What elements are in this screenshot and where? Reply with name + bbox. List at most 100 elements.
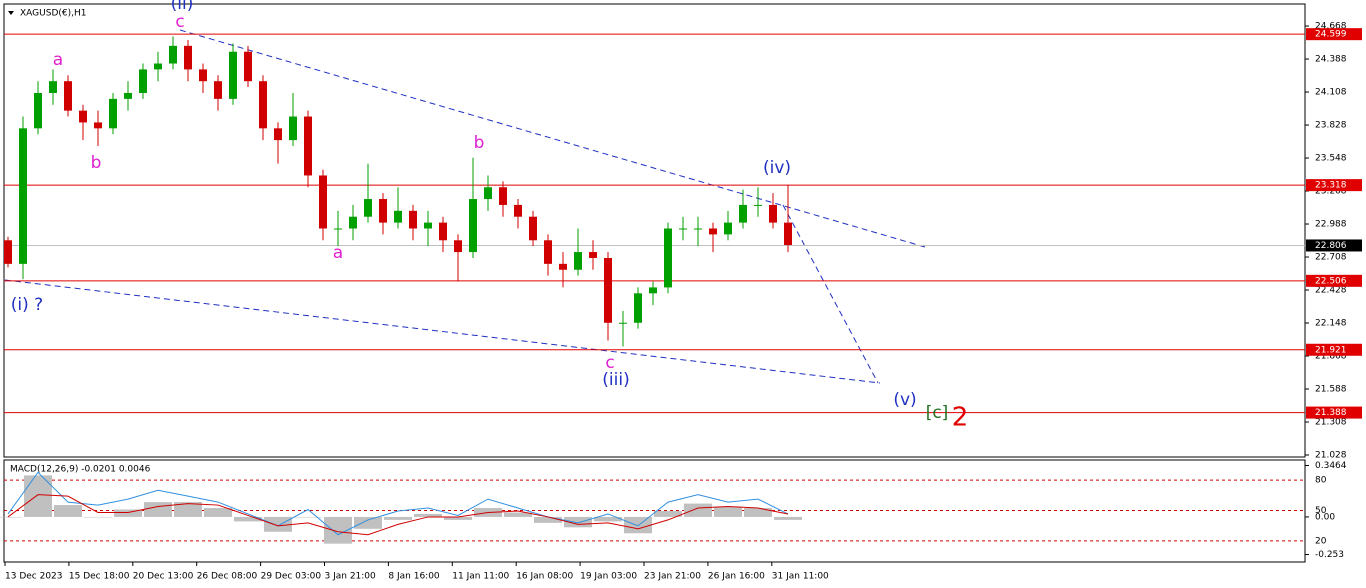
candle-body: [274, 128, 282, 141]
candle-body: [259, 81, 267, 129]
candle-body: [724, 222, 732, 235]
macd-histogram: [354, 516, 382, 529]
candle-body: [304, 116, 312, 176]
x-tick-label: 20 Dec 13:00: [133, 572, 194, 582]
level-label: 22.506: [1315, 276, 1347, 286]
candle-body: [124, 92, 132, 99]
candle-body: [4, 240, 12, 264]
x-tick-label: 19 Jan 03:00: [580, 572, 637, 582]
candle-body: [544, 240, 552, 264]
level-box: [1306, 343, 1362, 356]
candle-body: [424, 222, 432, 229]
candle-body: [514, 204, 522, 217]
wave-label: (v): [893, 390, 916, 410]
level-box: [1306, 406, 1362, 419]
candle-body: [619, 322, 627, 324]
wave-label: a: [53, 50, 63, 70]
macd-title: MACD(12,26,9) -0.0201 0.0046: [10, 465, 151, 475]
macd-histogram: [294, 516, 322, 518]
y-tick-label: 21.308: [1315, 417, 1347, 427]
candle-body: [94, 122, 102, 129]
menu-arrow: [8, 11, 14, 15]
candle-body: [769, 204, 777, 223]
projection-line: [782, 204, 879, 384]
level-label: 24.599: [1315, 30, 1347, 40]
candle-body: [694, 228, 702, 230]
candle-body: [334, 228, 342, 230]
candle-body: [649, 287, 657, 294]
level-box: [1306, 274, 1362, 287]
wave-label: (iv): [763, 158, 791, 178]
macd-level-label: 50: [1315, 506, 1327, 516]
y-tick-label: 21.028: [1315, 450, 1347, 460]
candle-body: [409, 210, 417, 229]
wave-label: (ii): [171, 0, 194, 14]
x-tick-label: 29 Dec 03:00: [261, 572, 322, 582]
macd-histogram: [714, 506, 742, 517]
candle-body: [244, 51, 252, 82]
candle-body: [229, 51, 237, 99]
candle-body: [529, 216, 537, 241]
candle-body: [34, 92, 42, 129]
signal-line: [7, 494, 789, 536]
y-tick-label: 21.588: [1315, 385, 1347, 395]
candle-body: [139, 69, 147, 93]
candle-body: [454, 240, 462, 253]
macd-histogram: [504, 512, 532, 517]
y-tick-label: 22.708: [1315, 253, 1347, 263]
macd-histogram: [624, 516, 652, 534]
candle-body: [49, 81, 57, 93]
y-tick-label: 24.388: [1315, 55, 1347, 65]
candle-body: [19, 128, 27, 264]
y-tick-label: 21.868: [1315, 352, 1347, 362]
macd-histogram: [654, 511, 682, 517]
x-tick-label: 3 Jan 21:00: [325, 572, 377, 582]
macd-histogram: [384, 516, 412, 520]
current-price-box: [1306, 239, 1362, 252]
macd-histogram: [174, 502, 202, 517]
macd-histogram: [114, 509, 142, 517]
macd-histogram: [234, 516, 262, 522]
wave-label: 2: [952, 403, 969, 433]
candle-body: [169, 45, 177, 64]
y-tick-label: 23.548: [1315, 154, 1347, 164]
macd-histogram: [84, 516, 112, 518]
candle-body: [439, 222, 447, 241]
macd-line: [7, 471, 789, 536]
symbol-title: XAGUSD(€),H1: [20, 9, 86, 19]
y-tick-label: 22.148: [1315, 319, 1347, 329]
y-tick-label: 23.828: [1315, 121, 1347, 131]
candle-body: [664, 228, 672, 288]
level-label: 21.921: [1315, 345, 1347, 355]
x-tick-label: 15 Dec 18:00: [69, 572, 130, 582]
macd-histogram: [594, 516, 622, 522]
candle-body: [469, 199, 477, 253]
wave-label: b: [91, 153, 102, 173]
candle-body: [634, 293, 642, 323]
candle-body: [214, 81, 222, 99]
wave-label: c: [175, 12, 184, 32]
wave-label: (iii): [602, 370, 629, 390]
candle-body: [559, 263, 567, 270]
macd-histogram: [414, 513, 442, 517]
y-tick-label: 23.268: [1315, 187, 1347, 197]
x-tick-label: 8 Jan 16:00: [388, 572, 440, 582]
candle-body: [349, 216, 357, 229]
candle-body: [484, 187, 492, 200]
x-tick-label: 31 Jan 11:00: [772, 572, 829, 582]
candle-body: [154, 63, 162, 70]
candle-body: [319, 175, 327, 229]
macd-histogram: [774, 516, 802, 520]
macd-histogram: [534, 516, 562, 523]
wave-label: (i) ?: [11, 295, 43, 315]
candle-body: [499, 187, 507, 205]
level-box: [1306, 179, 1362, 192]
candle-body: [184, 45, 192, 70]
candle-body: [604, 257, 612, 323]
level-label: 21.388: [1315, 408, 1347, 418]
main-frame: [3, 3, 1306, 458]
candle-body: [784, 222, 792, 245]
x-tick-label: 13 Dec 2023: [5, 572, 63, 582]
wave-label: a: [333, 243, 343, 263]
